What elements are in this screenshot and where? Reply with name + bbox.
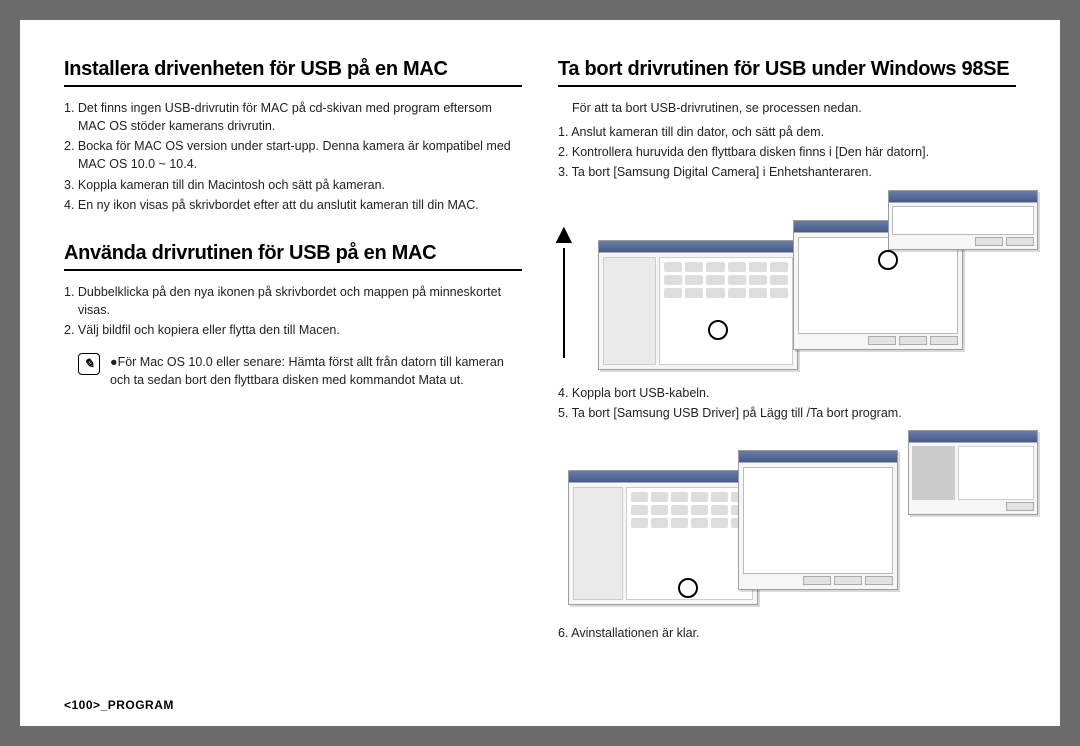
up-arrow-icon: ▲ <box>550 220 578 358</box>
page-footer: <100>_PROGRAM <box>64 698 174 712</box>
list-item: 5. Ta bort [Samsung USB Driver] på Lägg … <box>572 404 1016 422</box>
left-column: Installera drivenheten för USB på en MAC… <box>64 58 522 706</box>
highlight-circle-icon <box>878 250 898 270</box>
steps-use-mac: 1. Dubbelklicka på den nya ikonen på skr… <box>64 283 522 339</box>
screenshot-cluster-1: ▲ <box>558 190 1016 370</box>
right-column: Ta bort drivrutinen för USB under Window… <box>558 58 1016 706</box>
window-control-panel <box>568 470 758 605</box>
list-item: 4. Koppla bort USB-kabeln. <box>572 384 1016 402</box>
screenshot-cluster-2 <box>558 430 1016 610</box>
list-item: 2. Bocka för MAC OS version under start-… <box>78 137 522 173</box>
highlight-circle-icon <box>708 320 728 340</box>
steps-remove-2: 4. Koppla bort USB-kabeln. 5. Ta bort [S… <box>558 384 1016 422</box>
heading-use-mac: Använda drivrutinen för USB på en MAC <box>64 242 522 271</box>
list-item: 2. Kontrollera huruvida den flyttbara di… <box>572 143 1016 161</box>
window-add-remove <box>738 450 898 590</box>
note-text: ●För Mac OS 10.0 eller senare: Hämta för… <box>110 353 522 389</box>
steps-remove-1: 1. Anslut kameran till din dator, och sä… <box>558 123 1016 181</box>
list-item: 3. Ta bort [Samsung Digital Camera] i En… <box>572 163 1016 181</box>
window-uninstall-wizard <box>908 430 1038 515</box>
list-item: 2. Välj bildfil och kopiera eller flytta… <box>78 321 522 339</box>
list-item: 1. Anslut kameran till din dator, och sä… <box>572 123 1016 141</box>
lead-text: För att ta bort USB-drivrutinen, se proc… <box>558 99 1016 117</box>
list-item: 1. Det finns ingen USB-drivrutin för MAC… <box>78 99 522 135</box>
list-item: 3. Koppla kameran till din Macintosh och… <box>78 176 522 194</box>
window-my-computer <box>598 240 798 370</box>
heading-remove-win98: Ta bort drivrutinen för USB under Window… <box>558 58 1016 87</box>
note-icon: ✎ <box>78 353 100 375</box>
steps-install-mac: 1. Det finns ingen USB-drivrutin för MAC… <box>64 99 522 214</box>
window-confirm-removal <box>888 190 1038 250</box>
note-box: ✎ ●För Mac OS 10.0 eller senare: Hämta f… <box>64 353 522 389</box>
highlight-circle-icon <box>678 578 698 598</box>
bullet: ● <box>110 355 118 369</box>
heading-install-mac: Installera drivenheten för USB på en MAC <box>64 58 522 87</box>
manual-page: Installera drivenheten för USB på en MAC… <box>20 20 1060 726</box>
list-item: 6. Avinstallationen är klar. <box>572 624 1016 642</box>
note-body: För Mac OS 10.0 eller senare: Hämta förs… <box>110 355 504 387</box>
list-item: 4. En ny ikon visas på skrivbordet efter… <box>78 196 522 214</box>
list-item: 1. Dubbelklicka på den nya ikonen på skr… <box>78 283 522 319</box>
steps-remove-3: 6. Avinstallationen är klar. <box>558 624 1016 642</box>
